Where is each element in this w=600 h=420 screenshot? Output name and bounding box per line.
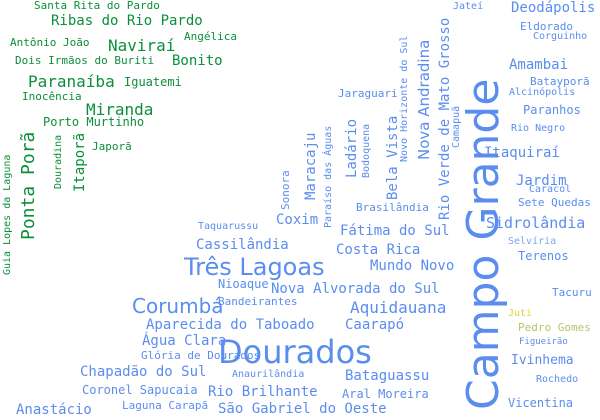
word-nioaque: Nioaque	[218, 277, 269, 291]
word-rio-negro: Rio Negro	[511, 123, 566, 134]
word-novo-horizonte-do-sul: Novo Horizonte do Sul	[399, 35, 410, 162]
word-guia-lopes-da-laguna: Guia Lopes da Laguna	[2, 154, 13, 275]
word-amambai: Amambai	[509, 57, 569, 73]
word-antonio-joao: Antônio João	[10, 36, 90, 49]
word-agua-clara: Água Clara	[142, 333, 227, 349]
word-anastacio: Anastácio	[16, 402, 92, 418]
word-bataypora: Batayporã	[530, 75, 590, 88]
word-caracol: Caracol	[529, 184, 572, 195]
word-dois-irmaos-do-buriti: Dois Irmãos do Buriti	[15, 54, 155, 67]
word-bataguassu: Bataguassu	[345, 368, 430, 384]
word-rio-brilhante: Rio Brilhante	[208, 384, 318, 400]
word-coronel-sapucaia: Coronel Sapucaia	[82, 383, 198, 397]
word-nova-alvorada-do-sul: Nova Alvorada do Sul	[271, 281, 440, 297]
word-aral-moreira: Aral Moreira	[342, 387, 429, 401]
word-iguatemi: Iguatemi	[124, 75, 182, 89]
word-sao-gabriel-do-oeste: São Gabriel do Oeste	[218, 401, 387, 417]
word-maracaju: Maracaju	[303, 132, 319, 200]
word-taquarussu: Taquarussu	[198, 221, 259, 232]
word-nova-andradina: Nova Andradina	[415, 39, 433, 160]
word-gloria-de-dourados: Glória de Dourados	[141, 349, 261, 362]
word-aquidauana: Aquidauana	[350, 298, 447, 317]
word-sete-quedas: Sete Quedas	[518, 196, 591, 209]
word-douradina: Douradina	[53, 134, 64, 189]
word-angelica: Angélica	[184, 30, 237, 43]
word-miranda: Miranda	[86, 100, 154, 119]
word-japora: Japorã	[92, 140, 132, 153]
word-jatei: Jateí	[453, 1, 484, 12]
word-ladario: Ladário	[344, 118, 360, 178]
word-corumba: Corumbá	[132, 294, 224, 318]
word-pedro-gomes: Pedro Gomes	[518, 321, 591, 334]
word-chapadao-do-sul: Chapadão do Sul	[80, 364, 207, 380]
word-rio-verde-de-mato-grosso: Rio Verde de Mato Grosso	[437, 17, 453, 220]
word-coxim: Coxim	[276, 212, 319, 228]
word-itapora: Itaporã	[72, 132, 88, 192]
word-anaurilandia: Anaurilândia	[232, 369, 305, 380]
word-tacuru: Tacuru	[552, 286, 592, 299]
word-paranhos: Paranhos	[523, 103, 581, 117]
word-tres-lagoas: Três Lagoas	[184, 253, 325, 281]
word-inocencia: Inocência	[22, 90, 82, 103]
word-fatima-do-sul: Fátima do Sul	[340, 223, 450, 239]
word-paraiso-das-aguas: Paraíso das Águas	[323, 125, 334, 228]
word-bandeirantes: Bandeirantes	[218, 295, 298, 308]
word-mundo-novo: Mundo Novo	[370, 258, 455, 274]
word-figueirao: Figueirão	[519, 337, 568, 347]
word-jaraguari: Jaraguari	[338, 87, 398, 100]
word-vicentina: Vicentina	[508, 396, 574, 410]
word-porto-murtinho: Porto Murtinho	[43, 115, 145, 129]
word-laguna-carapa: Laguna Carapã	[122, 399, 209, 412]
word-itaquirai: Itaquiraí	[484, 145, 560, 161]
word-dourados: Dourados	[218, 333, 372, 371]
word-ribas-do-rio-pardo: Ribas do Rio Pardo	[51, 13, 203, 29]
word-jardim: Jardim	[516, 173, 567, 189]
word-sonora: Sonora	[279, 170, 292, 210]
word-bela-vista: Bela Vista	[385, 115, 401, 200]
word-santa-rita-do-pardo: Santa Rita do Pardo	[34, 0, 160, 12]
word-alcinopolis: Alcinópolis	[509, 87, 576, 98]
word-cassilandia: Cassilândia	[196, 237, 289, 253]
word-caarapo: Caarapó	[345, 317, 405, 333]
word-camapua: Camapuã	[451, 105, 462, 148]
word-sidrolandia: Sidrolândia	[486, 214, 586, 232]
word-campo-grande: Campo Grande	[458, 78, 509, 410]
word-ponta-pora: Ponta Porã	[18, 131, 39, 240]
word-bonito: Bonito	[172, 53, 223, 69]
word-rochedo: Rochedo	[536, 374, 579, 385]
word-brasilandia: Brasilândia	[356, 201, 429, 214]
word-paranaiba: Paranaíba	[28, 72, 115, 91]
word-aparecida-do-taboado: Aparecida do Taboado	[146, 317, 315, 333]
word-costa-rica: Costa Rica	[336, 242, 421, 258]
word-bodoquena: Bodoquena	[361, 123, 372, 178]
word-terenos: Terenos	[518, 249, 569, 263]
word-juti: Juti	[508, 308, 533, 319]
word-ivinhema: Ivinhema	[511, 353, 574, 368]
word-eldorado: Eldorado	[520, 20, 573, 33]
word-corguinho: Corguinho	[533, 31, 588, 42]
word-navirai: Naviraí	[108, 36, 176, 55]
word-selviria: Selvíria	[508, 236, 557, 247]
word-deodapolis: Deodápolis	[511, 0, 596, 16]
